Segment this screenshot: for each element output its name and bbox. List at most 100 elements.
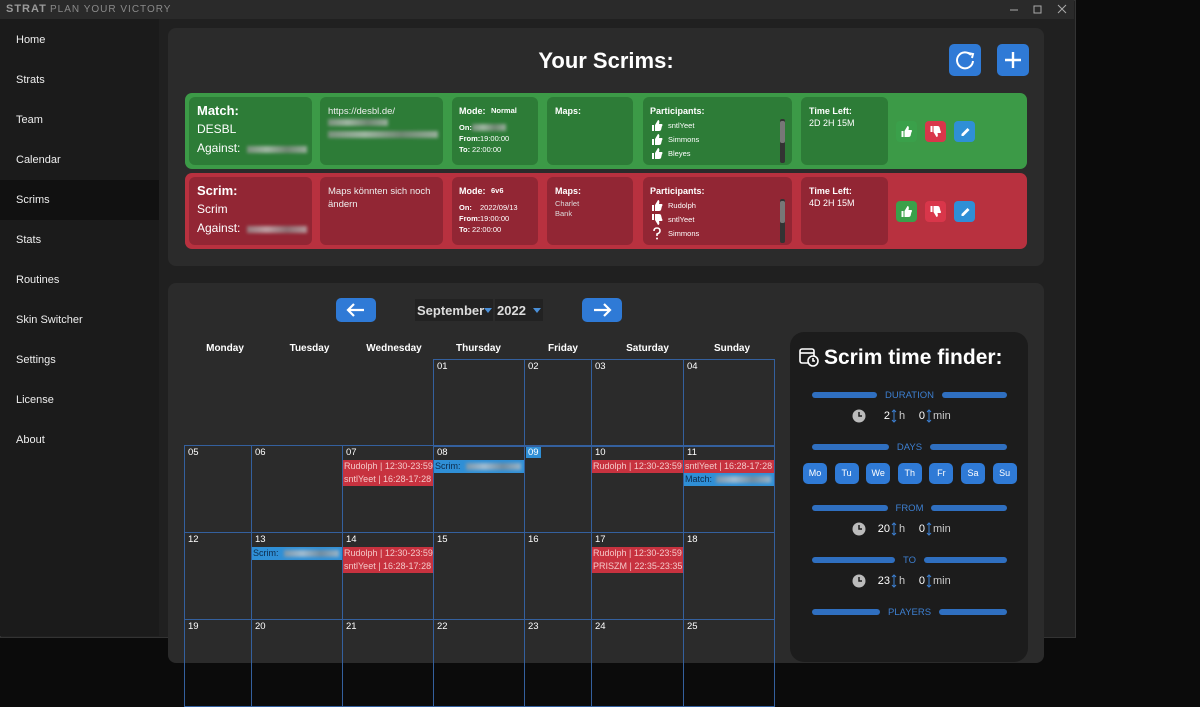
nav-item[interactable]: Stats	[0, 220, 159, 260]
close[interactable]	[1057, 4, 1067, 14]
nav-item[interactable]: Scrims	[0, 180, 159, 220]
nav-item[interactable]: About	[0, 420, 159, 460]
weekday: Monday	[206, 343, 244, 354]
day-cell[interactable]: 06	[251, 445, 343, 533]
day-cell[interactable]: 16	[524, 532, 592, 620]
event-text: sntlYeet | 16:28-17:28	[344, 474, 432, 484]
day-toggle[interactable]: Tu	[834, 463, 859, 484]
dropdown-arrow	[484, 308, 492, 313]
day-cell[interactable]: 20	[251, 619, 343, 707]
day-cell[interactable]: 01	[433, 359, 525, 447]
maps-box: Maps: Charlet Bank	[547, 177, 633, 245]
day-cell[interactable]: 14 Rudolph | 12:30-23:59 sntlYeet | 16:28-…	[342, 532, 434, 620]
against-label: Against:	[197, 221, 241, 235]
event[interactable]: PRISZM | 22:35-23:35	[592, 560, 683, 573]
event[interactable]: sntlYeet | 16:28-17:28	[343, 560, 433, 573]
nav-label: Strats	[16, 74, 45, 86]
day-cell[interactable]: 03	[591, 359, 684, 447]
edit-button[interactable]	[954, 201, 975, 227]
status-icon	[651, 227, 663, 245]
day-number: 18	[687, 534, 698, 545]
day-toggle[interactable]: We	[866, 463, 891, 484]
page: STRAT PLAN YOUR VICTORY Home Strats Team Ca…	[0, 0, 1076, 707]
day-cell[interactable]: 09	[524, 445, 592, 533]
edit-button[interactable]	[954, 121, 975, 147]
day-number: 25	[687, 621, 698, 632]
day-toggle[interactable]: Su	[992, 463, 1017, 484]
window-controls[interactable]	[1000, 0, 1070, 19]
day-cell[interactable]: 02	[524, 359, 592, 447]
day-toggle[interactable]: Mo	[803, 463, 827, 484]
clock-icon	[852, 522, 866, 541]
day-cell[interactable]: 12	[184, 532, 252, 620]
day-cell[interactable]: 24	[591, 619, 684, 707]
hours: 2	[883, 410, 890, 422]
event[interactable]: sntlYeet | 16:28-17:28	[684, 460, 774, 473]
event-text: Rudolph | 12:30-23:59	[344, 548, 433, 558]
add-button[interactable]	[997, 44, 1029, 76]
day-toggle[interactable]: Sa	[961, 463, 985, 484]
day-cell[interactable]: 13 Scrim:	[251, 532, 343, 620]
decline-button[interactable]	[925, 201, 946, 227]
app-window: STRAT PLAN YOUR VICTORY Home Strats Team Ca…	[0, 0, 1076, 707]
day-toggle[interactable]: Th	[897, 463, 922, 484]
weekday: Wednesday	[366, 343, 422, 354]
nav-item[interactable]: Home	[0, 20, 159, 60]
day-cell[interactable]: 04	[683, 359, 775, 447]
nav-item[interactable]: Settings	[0, 340, 159, 380]
day-cell[interactable]: 25	[683, 619, 775, 707]
nav-item[interactable]: Routines	[0, 260, 159, 300]
event-text: Scrim:	[253, 548, 279, 558]
year-select[interactable]: 2022	[495, 299, 543, 321]
day-toggle[interactable]: Fr	[929, 463, 954, 484]
nav-item[interactable]: Team	[0, 100, 159, 140]
weekday: Tuesday	[289, 343, 330, 354]
minute-unit: min	[933, 523, 951, 535]
event[interactable]: Scrim:	[434, 460, 524, 473]
hour-unit: h	[899, 575, 906, 587]
day-cell[interactable]: 10 Rudolph | 12:30-23:59	[591, 445, 684, 533]
day-cell[interactable]: 11 sntlYeet | 16:28-17:28 Match:	[683, 445, 775, 533]
refresh-button[interactable]	[949, 44, 981, 76]
day-cell[interactable]: 15	[433, 532, 525, 620]
nav-item[interactable]: Skin Switcher	[0, 300, 159, 340]
time-left-box: Time Left: 4D 2H 15M	[801, 177, 888, 245]
blurred-event	[716, 476, 771, 483]
spin-arrows	[926, 522, 932, 541]
event[interactable]: Rudolph | 12:30-23:59	[592, 460, 683, 473]
event[interactable]: Rudolph | 12:30-23:59	[343, 547, 433, 560]
event[interactable]: sntlYeet | 16:28-17:28	[343, 473, 433, 486]
event[interactable]: Rudolph | 12:30-23:59	[592, 547, 683, 560]
maximize[interactable]	[1033, 5, 1042, 14]
event[interactable]: Rudolph | 12:30-23:59	[343, 460, 433, 473]
next-month-button[interactable]	[582, 298, 622, 322]
accept-button[interactable]	[896, 201, 917, 227]
day-cell[interactable]: 19	[184, 619, 252, 707]
day-cell[interactable]: 07 Rudolph | 12:30-23:59 sntlYeet | 16:28-…	[342, 445, 434, 533]
nav-label: Stats	[16, 234, 42, 246]
event[interactable]: Scrim:	[252, 547, 342, 560]
decline-button[interactable]	[925, 121, 946, 147]
day-cell[interactable]: 08 Scrim:	[433, 445, 525, 533]
participant: sntlYeet	[668, 215, 695, 224]
nav-item[interactable]: License	[0, 380, 159, 420]
day-number: 17	[595, 534, 606, 545]
nav-item[interactable]: Calendar	[0, 140, 159, 180]
event-text: PRISZM | 22:35-23:35	[593, 561, 683, 571]
day-cell[interactable]: 17 Rudolph | 12:30-23:59 PRISZM | 22:35-23…	[591, 532, 684, 620]
day-cell[interactable]: 23	[524, 619, 592, 707]
event-text: Rudolph | 12:30-23:59	[593, 548, 682, 558]
day-cell[interactable]: 18	[683, 532, 775, 620]
day-number: 06	[255, 447, 266, 458]
day-cell[interactable]: 21	[342, 619, 434, 707]
header-bar	[924, 557, 1007, 563]
prev-month-button[interactable]	[336, 298, 376, 322]
day-cell[interactable]: 05	[184, 445, 252, 533]
nav-item[interactable]: Strats	[0, 60, 159, 100]
header-bar	[931, 505, 1007, 511]
event[interactable]: Match:	[684, 473, 774, 486]
day-cell[interactable]: 22	[433, 619, 525, 707]
participant: Simmons	[668, 229, 700, 238]
month-select[interactable]: September	[415, 299, 493, 321]
accept-button[interactable]	[896, 121, 917, 147]
